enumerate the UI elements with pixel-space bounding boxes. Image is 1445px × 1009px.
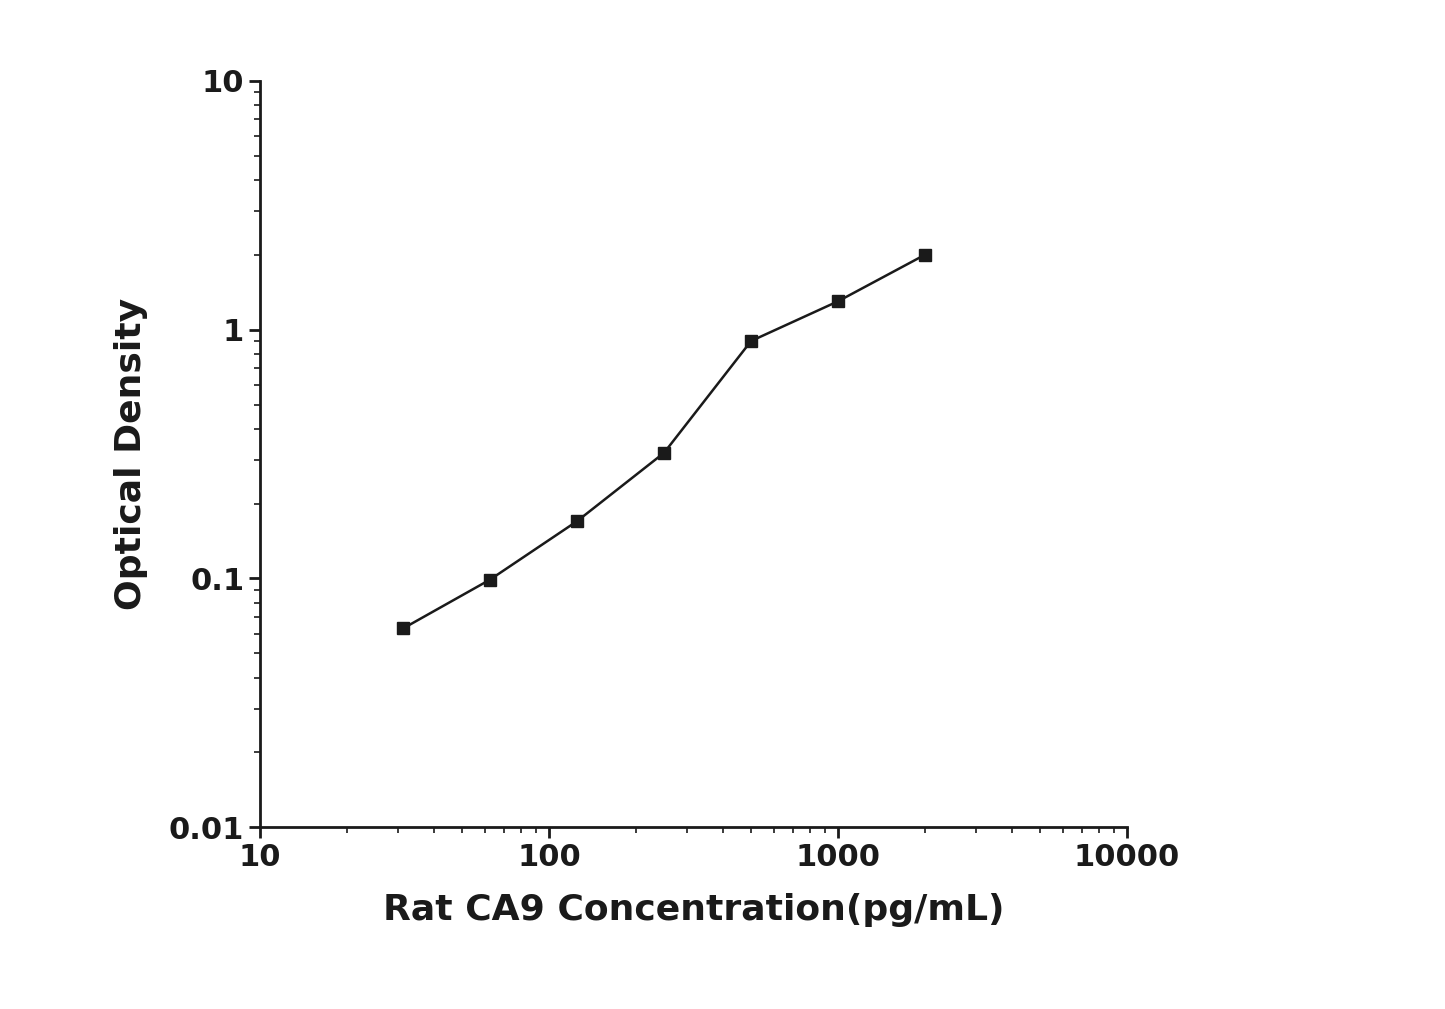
Y-axis label: Optical Density: Optical Density <box>114 298 147 610</box>
X-axis label: Rat CA9 Concentration(pg/mL): Rat CA9 Concentration(pg/mL) <box>383 893 1004 927</box>
